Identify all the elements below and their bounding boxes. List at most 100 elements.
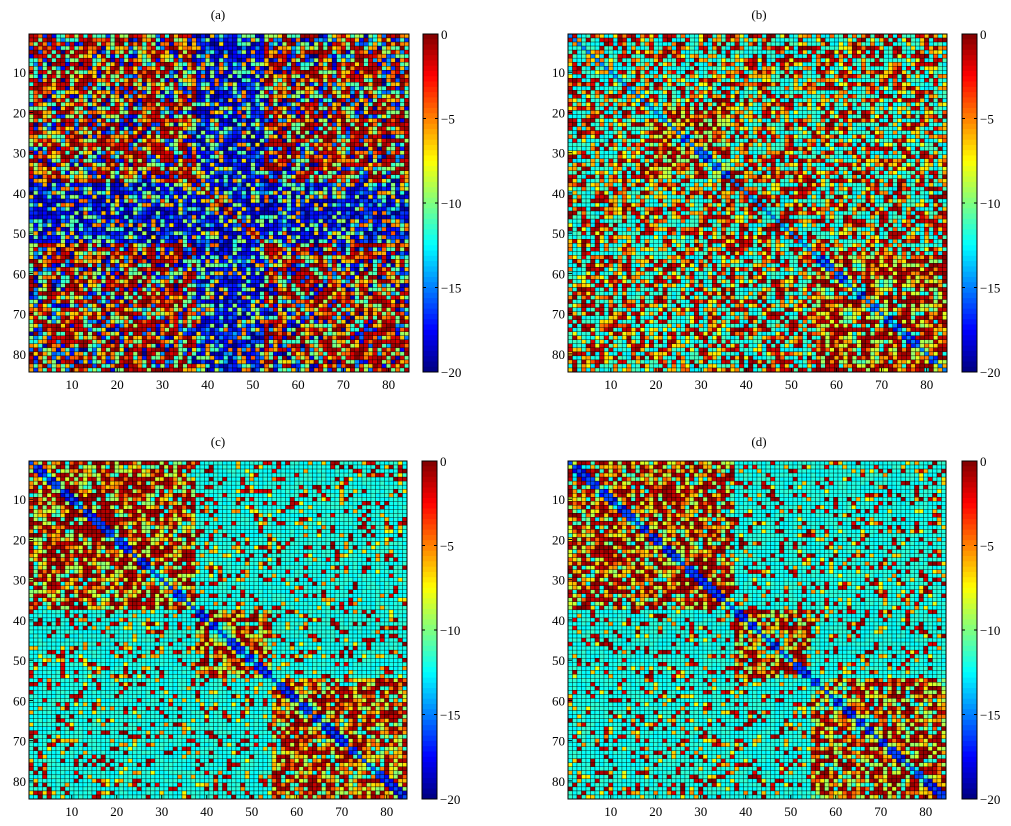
heatmap-cell [160, 135, 165, 139]
heatmap-cell [210, 219, 215, 223]
heatmap-cell [269, 62, 274, 66]
heatmap-cell [224, 38, 229, 42]
heatmap-cell [364, 231, 369, 235]
heatmap-cell [129, 143, 134, 147]
heatmap-cell [319, 227, 324, 231]
heatmap-cell [260, 74, 265, 78]
heatmap-cell [124, 187, 129, 191]
heatmap-cell [305, 94, 310, 98]
heatmap-cell [169, 147, 174, 151]
heatmap-cell [282, 139, 287, 143]
heatmap-cell [165, 179, 170, 183]
heatmap-cell [192, 179, 197, 183]
heatmap-cell [56, 187, 61, 191]
heatmap-cell [65, 211, 70, 215]
heatmap-cell [110, 98, 115, 102]
heatmap-cell [337, 62, 342, 66]
heatmap-cell [56, 42, 61, 46]
heatmap-cell [47, 58, 52, 62]
heatmap-cell [47, 127, 52, 131]
heatmap-cell [314, 98, 319, 102]
heatmap-cell [115, 143, 120, 147]
heatmap-cell [101, 147, 106, 151]
heatmap-cell [269, 191, 274, 195]
heatmap-cell [214, 98, 219, 102]
heatmap-cell [305, 127, 310, 131]
heatmap-cell [214, 94, 219, 98]
heatmap-cell [359, 231, 364, 235]
heatmap-cell [160, 143, 165, 147]
heatmap-cell [210, 74, 215, 78]
heatmap-cell [214, 163, 219, 167]
heatmap-cell [201, 94, 206, 98]
heatmap-cell [129, 98, 134, 102]
heatmap-cell [34, 179, 39, 183]
heatmap-cell [147, 183, 152, 187]
heatmap-cell [373, 70, 378, 74]
heatmap-cell [34, 219, 39, 223]
heatmap-cell [300, 195, 305, 199]
heatmap-cell [34, 151, 39, 155]
heatmap-cell [319, 58, 324, 62]
heatmap-cell [219, 50, 224, 54]
heatmap-cell [165, 127, 170, 131]
heatmap-cell [377, 50, 382, 54]
heatmap-cell [165, 90, 170, 94]
heatmap-cell [287, 183, 292, 187]
heatmap-cell [183, 46, 188, 50]
heatmap-cell [92, 54, 97, 58]
heatmap-cell [382, 231, 387, 235]
heatmap-cell [201, 46, 206, 50]
heatmap-cell [101, 74, 106, 78]
heatmap-cell [79, 98, 84, 102]
heatmap-cell [52, 46, 57, 50]
heatmap-cell [395, 231, 400, 235]
heatmap-cell [368, 114, 373, 118]
heatmap-cell [273, 139, 278, 143]
heatmap-cell [142, 175, 147, 179]
heatmap-cell [382, 163, 387, 167]
heatmap-cell [61, 223, 66, 227]
heatmap-cell [74, 151, 79, 155]
heatmap-cell [183, 82, 188, 86]
heatmap-cell [264, 110, 269, 114]
heatmap-cell [273, 179, 278, 183]
heatmap-cell [264, 135, 269, 139]
heatmap-cell [43, 38, 48, 42]
heatmap-cell [323, 231, 328, 235]
heatmap-cell [242, 175, 247, 179]
heatmap-cell [228, 74, 233, 78]
heatmap-cell [278, 78, 283, 82]
heatmap-cell [56, 179, 61, 183]
heatmap-cell [355, 127, 360, 131]
heatmap-cell [228, 82, 233, 86]
heatmap-cell [255, 66, 260, 70]
heatmap-cell [61, 42, 66, 46]
heatmap-cell [115, 119, 120, 123]
heatmap-cell [174, 131, 179, 135]
heatmap-cell [291, 46, 296, 50]
heatmap-cell [350, 82, 355, 86]
heatmap-cell [43, 215, 48, 219]
heatmap-cell [101, 42, 106, 46]
heatmap-cell [174, 143, 179, 147]
heatmap-cell [323, 195, 328, 199]
heatmap-cell [368, 179, 373, 183]
heatmap-cell [119, 119, 124, 123]
heatmap-cell [260, 78, 265, 82]
heatmap-cell [269, 123, 274, 127]
heatmap-cell [309, 171, 314, 175]
heatmap-cell [106, 114, 111, 118]
heatmap-cell [255, 34, 260, 38]
heatmap-cell [196, 147, 201, 151]
heatmap-cell [156, 54, 161, 58]
heatmap-cell [43, 58, 48, 62]
heatmap-cell [124, 147, 129, 151]
heatmap-cell [61, 199, 66, 203]
heatmap-cell [74, 86, 79, 90]
heatmap-cell [156, 163, 161, 167]
heatmap-cell [178, 147, 183, 151]
heatmap-cell [395, 147, 400, 151]
heatmap-cell [74, 34, 79, 38]
heatmap-cell [224, 114, 229, 118]
